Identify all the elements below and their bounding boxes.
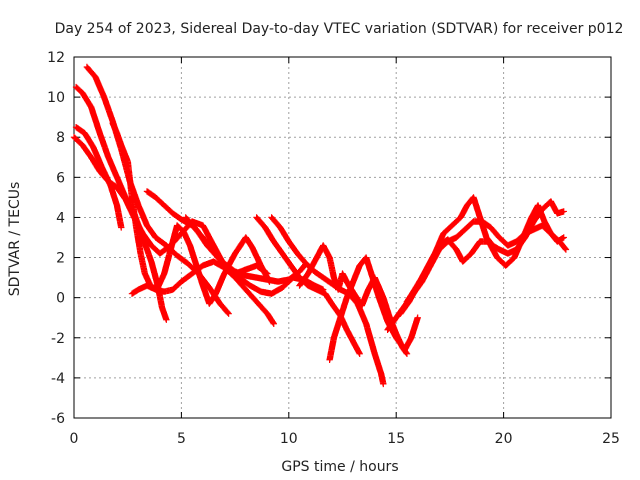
sat-track-12 <box>326 254 421 363</box>
sat-track-10 <box>268 214 387 388</box>
track-markers <box>72 124 125 231</box>
track-markers <box>326 254 421 363</box>
chart-title: Day 254 of 2023, Sidereal Day-to-day VTE… <box>55 21 624 37</box>
track-markers <box>403 202 567 305</box>
y-tick-label: 12 <box>47 50 65 66</box>
x-tick-label: 15 <box>387 431 405 447</box>
x-axis-label: GPS time / hours <box>281 459 398 475</box>
x-tick-label: 0 <box>70 431 79 447</box>
y-tick-label: 0 <box>56 291 65 307</box>
plot-frame <box>73 56 612 419</box>
y-axis-ticks: 12 10 8 6 4 2 0 -2 -4 -6 <box>47 50 611 427</box>
y-tick-label: 2 <box>56 251 65 267</box>
x-axis-ticks: 0 5 10 15 20 25 <box>70 57 620 447</box>
x-tick-label: 20 <box>495 431 513 447</box>
y-axis-label: SDTVAR / TECUs <box>7 182 23 297</box>
x-tick-label: 25 <box>602 431 620 447</box>
y-tick-label: 10 <box>47 90 65 106</box>
track-markers <box>384 218 570 333</box>
y-tick-label: -6 <box>51 411 65 427</box>
track-markers <box>109 120 273 307</box>
track-markers <box>268 214 387 388</box>
sat-track-15 <box>403 202 567 305</box>
y-tick-label: -2 <box>51 331 65 347</box>
sat-track-3 <box>72 124 125 231</box>
x-tick-label: 5 <box>177 431 186 447</box>
grid-lines <box>74 57 611 418</box>
y-tick-label: -4 <box>51 371 65 387</box>
sat-track-13 <box>384 218 570 333</box>
y-tick-label: 4 <box>56 210 65 226</box>
sat-track-5 <box>109 120 273 307</box>
y-tick-label: 6 <box>56 170 65 186</box>
x-tick-label: 10 <box>280 431 298 447</box>
data-markers <box>70 63 570 388</box>
y-tick-label: 8 <box>56 130 65 146</box>
